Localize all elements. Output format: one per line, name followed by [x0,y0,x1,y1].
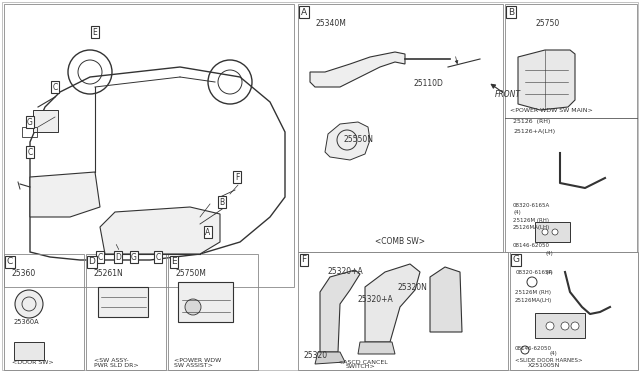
Polygon shape [430,267,462,332]
Text: FRONT: FRONT [495,90,521,99]
Polygon shape [358,342,395,354]
Bar [98,287,148,317]
Text: 25320N: 25320N [398,283,428,292]
Text: <POWER WDW: <POWER WDW [174,358,221,363]
Bar [505,4,637,252]
Text: PWR SLD DR>: PWR SLD DR> [94,363,139,368]
Text: B: B [508,7,514,16]
Text: <SLIDE DOOR HARNES>: <SLIDE DOOR HARNES> [515,358,582,363]
Circle shape [571,322,579,330]
Text: 25340M: 25340M [316,19,347,28]
Text: SWITCH>: SWITCH> [346,364,376,369]
Bar [535,313,585,338]
Text: <ASCD CANCEL: <ASCD CANCEL [338,360,388,365]
Text: C: C [7,257,13,266]
Text: (4): (4) [545,251,553,256]
Bar [510,252,638,370]
Polygon shape [365,264,420,342]
Bar [33,110,58,132]
Text: (4): (4) [550,351,557,356]
Text: E: E [93,28,97,36]
Polygon shape [518,50,575,110]
Text: D: D [115,253,121,262]
Text: (4): (4) [513,210,521,215]
Text: 25110D: 25110D [413,79,443,88]
Circle shape [542,229,548,235]
Polygon shape [325,122,370,160]
Text: SW ASSIST>: SW ASSIST> [174,363,213,368]
Bar [298,4,503,252]
Text: (4): (4) [546,270,554,275]
Bar [4,254,84,370]
Bar [298,252,508,370]
Circle shape [185,299,201,315]
Text: 25320+A: 25320+A [358,295,394,304]
Text: 25261N: 25261N [94,269,124,278]
Text: 25750: 25750 [535,19,559,28]
Circle shape [546,322,554,330]
Circle shape [15,290,43,318]
Text: E: E [171,257,177,266]
Polygon shape [30,172,100,217]
Polygon shape [30,67,285,260]
Text: 08320-6165A: 08320-6165A [516,270,553,275]
Text: <DOOR SW>: <DOOR SW> [12,360,54,365]
Text: 25550N: 25550N [343,135,373,144]
Circle shape [552,229,558,235]
Text: G: G [513,256,520,264]
Text: 25320+A: 25320+A [328,267,364,276]
Text: 25320: 25320 [303,351,327,360]
Text: A: A [205,228,211,237]
Text: <COMB SW>: <COMB SW> [375,237,425,246]
Text: <POWER WDW SW MAIN>: <POWER WDW SW MAIN> [510,108,593,113]
Bar [178,282,233,322]
Text: D: D [88,257,95,266]
Bar [86,254,166,370]
Text: F: F [301,256,307,264]
Bar [168,254,258,370]
Text: 25126+A(LH): 25126+A(LH) [513,129,555,134]
Text: C: C [97,253,102,262]
Text: 25126M (RH): 25126M (RH) [513,218,549,223]
Bar [14,342,44,360]
Text: 25126MA(LH): 25126MA(LH) [515,298,552,303]
Text: A: A [301,7,307,16]
Text: 08146-62050: 08146-62050 [513,243,550,248]
Text: C: C [52,83,58,92]
Polygon shape [310,52,405,87]
Bar [4,4,294,287]
Polygon shape [315,352,345,364]
Text: 25360: 25360 [12,269,36,278]
Text: 08146-62050: 08146-62050 [515,346,552,351]
Bar [22,127,37,137]
Text: <SW ASSY-: <SW ASSY- [94,358,129,363]
Text: 08320-6165A: 08320-6165A [513,203,550,208]
Bar [535,222,570,242]
Text: 25360A: 25360A [14,319,40,325]
Circle shape [527,277,537,287]
Text: 25126M (RH): 25126M (RH) [515,290,551,295]
Polygon shape [320,270,360,352]
Text: C: C [156,253,161,262]
Text: F: F [235,173,239,182]
Text: B: B [220,198,225,206]
Text: G: G [131,253,137,262]
Polygon shape [100,207,220,254]
Circle shape [521,346,529,354]
Text: G: G [27,118,33,126]
Circle shape [561,322,569,330]
Text: 25126MA(LH): 25126MA(LH) [513,225,550,230]
Text: 25750M: 25750M [176,269,207,278]
Text: C: C [28,148,33,157]
Text: 25126  (RH): 25126 (RH) [513,119,550,124]
Text: X251005N: X251005N [528,363,561,368]
